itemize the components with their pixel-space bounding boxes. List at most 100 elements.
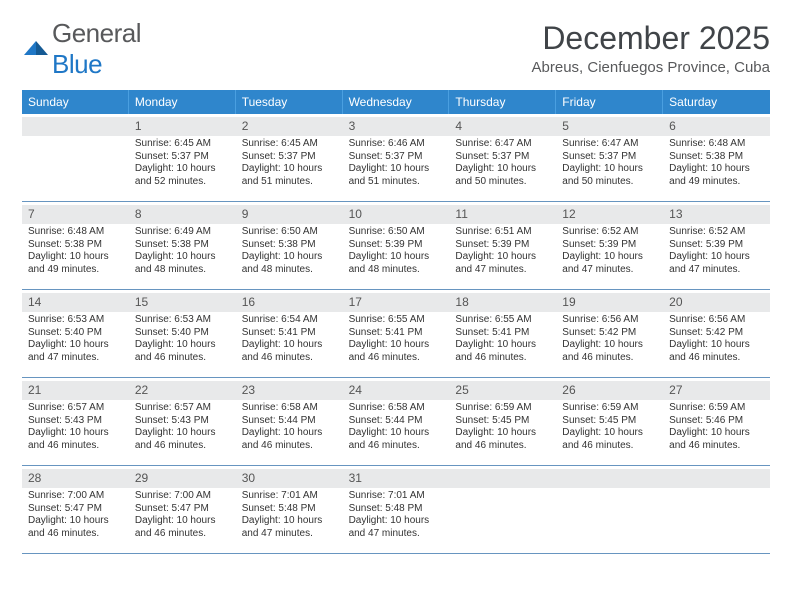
sunrise-line: Sunrise: 7:01 AM xyxy=(242,490,337,503)
sunrise-line: Sunrise: 6:56 AM xyxy=(669,314,764,327)
sunset-line: Sunset: 5:38 PM xyxy=(242,239,337,252)
sunrise-line: Sunrise: 7:00 AM xyxy=(28,490,123,503)
calendar-cell xyxy=(22,114,129,202)
daylight-line: Daylight: 10 hours and 47 minutes. xyxy=(28,339,123,364)
calendar-cell: 3Sunrise: 6:46 AMSunset: 5:37 PMDaylight… xyxy=(343,114,450,202)
daylight-line: Daylight: 10 hours and 49 minutes. xyxy=(669,163,764,188)
day-number: 12 xyxy=(556,205,663,224)
sunset-line: Sunset: 5:44 PM xyxy=(242,415,337,428)
calendar-cell: 16Sunrise: 6:54 AMSunset: 5:41 PMDayligh… xyxy=(236,290,343,378)
day-number: 1 xyxy=(129,117,236,136)
sunrise-line: Sunrise: 7:01 AM xyxy=(349,490,444,503)
sunrise-line: Sunrise: 6:58 AM xyxy=(349,402,444,415)
calendar-cell: 22Sunrise: 6:57 AMSunset: 5:43 PMDayligh… xyxy=(129,378,236,466)
sunset-line: Sunset: 5:38 PM xyxy=(135,239,230,252)
day-number: 18 xyxy=(449,293,556,312)
daylight-line: Daylight: 10 hours and 46 minutes. xyxy=(135,515,230,540)
daylight-line: Daylight: 10 hours and 47 minutes. xyxy=(349,515,444,540)
sunset-line: Sunset: 5:37 PM xyxy=(455,151,550,164)
sunrise-line: Sunrise: 6:54 AM xyxy=(242,314,337,327)
calendar-cell: 4Sunrise: 6:47 AMSunset: 5:37 PMDaylight… xyxy=(449,114,556,202)
day-number xyxy=(556,469,663,488)
weekday-header: Wednesday xyxy=(343,90,450,114)
daylight-line: Daylight: 10 hours and 46 minutes. xyxy=(349,427,444,452)
calendar-cell: 30Sunrise: 7:01 AMSunset: 5:48 PMDayligh… xyxy=(236,466,343,554)
sunrise-line: Sunrise: 6:47 AM xyxy=(562,138,657,151)
sunset-line: Sunset: 5:45 PM xyxy=(562,415,657,428)
daylight-line: Daylight: 10 hours and 47 minutes. xyxy=(669,251,764,276)
sunrise-line: Sunrise: 6:53 AM xyxy=(28,314,123,327)
sunrise-line: Sunrise: 6:50 AM xyxy=(349,226,444,239)
calendar-cell: 29Sunrise: 7:00 AMSunset: 5:47 PMDayligh… xyxy=(129,466,236,554)
sunset-line: Sunset: 5:46 PM xyxy=(669,415,764,428)
day-number: 19 xyxy=(556,293,663,312)
calendar-cell: 14Sunrise: 6:53 AMSunset: 5:40 PMDayligh… xyxy=(22,290,129,378)
daylight-line: Daylight: 10 hours and 47 minutes. xyxy=(562,251,657,276)
sunset-line: Sunset: 5:48 PM xyxy=(242,503,337,516)
sunrise-line: Sunrise: 6:51 AM xyxy=(455,226,550,239)
sunset-line: Sunset: 5:41 PM xyxy=(455,327,550,340)
sunset-line: Sunset: 5:39 PM xyxy=(349,239,444,252)
daylight-line: Daylight: 10 hours and 46 minutes. xyxy=(242,427,337,452)
sunset-line: Sunset: 5:39 PM xyxy=(455,239,550,252)
brand-logo-icon xyxy=(22,35,50,63)
calendar-cell: 12 Sunrise: 6:52 AMSunset: 5:39 PMDayligh… xyxy=(556,202,663,290)
sunset-line: Sunset: 5:37 PM xyxy=(135,151,230,164)
day-number: 21 xyxy=(22,381,129,400)
sunrise-line: Sunrise: 6:45 AM xyxy=(242,138,337,151)
day-number: 6 xyxy=(663,117,770,136)
sunrise-line: Sunrise: 6:49 AM xyxy=(135,226,230,239)
day-number: 31 xyxy=(343,469,450,488)
sunrise-line: Sunrise: 6:57 AM xyxy=(135,402,230,415)
sunset-line: Sunset: 5:48 PM xyxy=(349,503,444,516)
weekday-header: Friday xyxy=(556,90,663,114)
sunset-line: Sunset: 5:39 PM xyxy=(562,239,657,252)
daylight-line: Daylight: 10 hours and 46 minutes. xyxy=(28,427,123,452)
calendar-cell: 28Sunrise: 7:00 AMSunset: 5:47 PMDayligh… xyxy=(22,466,129,554)
sunset-line: Sunset: 5:38 PM xyxy=(669,151,764,164)
sunrise-line: Sunrise: 7:00 AM xyxy=(135,490,230,503)
day-number: 10 xyxy=(343,205,450,224)
sunrise-line: Sunrise: 6:48 AM xyxy=(669,138,764,151)
sunrise-line: Sunrise: 6:52 AM xyxy=(669,226,764,239)
daylight-line: Daylight: 10 hours and 47 minutes. xyxy=(455,251,550,276)
sunrise-line: Sunrise: 6:55 AM xyxy=(349,314,444,327)
calendar-cell: 23Sunrise: 6:58 AMSunset: 5:44 PMDayligh… xyxy=(236,378,343,466)
sunrise-line: Sunrise: 6:52 AM xyxy=(562,226,657,239)
sunrise-line: Sunrise: 6:53 AM xyxy=(135,314,230,327)
calendar-cell: 13Sunrise: 6:52 AMSunset: 5:39 PMDayligh… xyxy=(663,202,770,290)
calendar-cell: 17Sunrise: 6:55 AMSunset: 5:41 PMDayligh… xyxy=(343,290,450,378)
calendar-cell: 6 Sunrise: 6:48 AMSunset: 5:38 PMDaylight… xyxy=(663,114,770,202)
weekday-header-row: SundayMondayTuesdayWednesdayThursdayFrid… xyxy=(22,90,770,114)
sunrise-line: Sunrise: 6:58 AM xyxy=(242,402,337,415)
calendar-cell: 9Sunrise: 6:50 AMSunset: 5:38 PMDaylight… xyxy=(236,202,343,290)
day-number xyxy=(663,469,770,488)
calendar-cell: 25Sunrise: 6:59 AMSunset: 5:45 PMDayligh… xyxy=(449,378,556,466)
calendar-cell: 11Sunrise: 6:51 AMSunset: 5:39 PMDayligh… xyxy=(449,202,556,290)
weekday-header: Monday xyxy=(129,90,236,114)
sunrise-line: Sunrise: 6:48 AM xyxy=(28,226,123,239)
daylight-line: Daylight: 10 hours and 46 minutes. xyxy=(562,339,657,364)
day-number: 30 xyxy=(236,469,343,488)
sunset-line: Sunset: 5:42 PM xyxy=(669,327,764,340)
calendar-cell: 8Sunrise: 6:49 AMSunset: 5:38 PMDaylight… xyxy=(129,202,236,290)
daylight-line: Daylight: 10 hours and 46 minutes. xyxy=(242,339,337,364)
weekday-header: Thursday xyxy=(449,90,556,114)
sunset-line: Sunset: 5:39 PM xyxy=(669,239,764,252)
calendar-cell: 18Sunrise: 6:55 AMSunset: 5:41 PMDayligh… xyxy=(449,290,556,378)
day-number: 25 xyxy=(449,381,556,400)
sunrise-line: Sunrise: 6:47 AM xyxy=(455,138,550,151)
header: General Blue December 2025 Abreus, Cienf… xyxy=(22,18,770,80)
daylight-line: Daylight: 10 hours and 46 minutes. xyxy=(669,427,764,452)
calendar-page: General Blue December 2025 Abreus, Cienf… xyxy=(0,0,792,572)
weekday-header: Sunday xyxy=(22,90,129,114)
daylight-line: Daylight: 10 hours and 46 minutes. xyxy=(455,339,550,364)
sunset-line: Sunset: 5:43 PM xyxy=(28,415,123,428)
day-number: 26 xyxy=(556,381,663,400)
day-number: 16 xyxy=(236,293,343,312)
day-number: 2 xyxy=(236,117,343,136)
weekday-header: Saturday xyxy=(663,90,770,114)
calendar-cell xyxy=(556,466,663,554)
calendar-body: 1 Sunrise: 6:45 AM Sunset: 5:37 PM Daylight… xyxy=(22,114,770,554)
daylight-line: Daylight: 10 hours and 48 minutes. xyxy=(135,251,230,276)
